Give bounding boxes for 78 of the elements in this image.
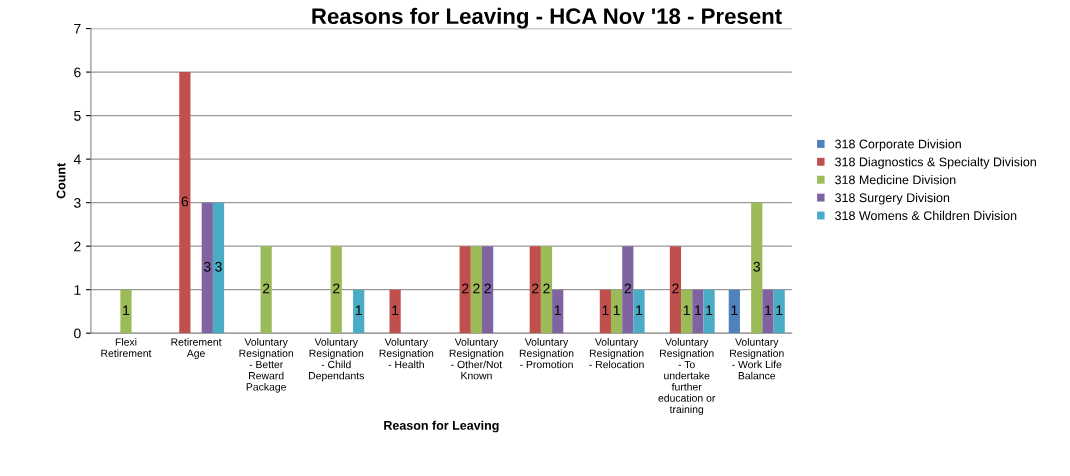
x-tick-label: Voluntary Resignation - Promotion [519, 338, 574, 369]
data-label: 1 [636, 305, 643, 316]
legend-label: 318 Diagnostics & Specialty Division [835, 157, 1036, 169]
bar [459, 246, 471, 334]
data-label: 1 [355, 305, 362, 316]
bar [762, 289, 774, 334]
x-tick-label: Voluntary Resignation - Better Reward Package [239, 338, 293, 393]
data-label: 2 [473, 283, 480, 294]
y-tick-label: 7 [74, 24, 81, 34]
x-tick-label: Voluntary Resignation - Child Dependants [309, 338, 364, 382]
bar [482, 246, 494, 334]
x-tick-label: Voluntary Resignation - Health [379, 338, 434, 369]
data-label: 3 [215, 261, 222, 272]
data-label: 2 [263, 283, 270, 294]
bar [120, 289, 132, 334]
legend-label: 318 Corporate Division [835, 139, 961, 151]
bar [622, 246, 634, 334]
bar [681, 289, 693, 334]
data-label: 2 [484, 283, 491, 294]
data-label: 1 [731, 305, 738, 316]
data-label: 1 [706, 305, 713, 316]
x-tick-label: Voluntary Resignation - Other/Not Known [449, 338, 504, 380]
data-label: 2 [462, 283, 469, 294]
bar [330, 246, 342, 334]
bar [260, 246, 272, 334]
data-label: 2 [624, 283, 631, 294]
y-tick-label: 3 [74, 197, 81, 208]
legend-label: 318 Surgery Division [835, 192, 950, 205]
data-label: 2 [672, 283, 679, 294]
bar [389, 289, 401, 334]
data-label: 2 [543, 283, 550, 294]
bar [353, 289, 365, 334]
data-label: 1 [554, 305, 561, 316]
bar [552, 289, 564, 334]
bar [470, 246, 483, 334]
legend-label: 318 Medicine Division [835, 175, 956, 185]
y-tick-label: 1 [74, 285, 81, 295]
bar [751, 202, 763, 334]
data-label: 1 [392, 305, 399, 316]
bar [201, 202, 213, 334]
bar [610, 289, 623, 334]
x-tick-label: Voluntary Resignation - Work Life Balance [730, 338, 784, 380]
data-label: 1 [123, 305, 130, 316]
bar [599, 289, 611, 334]
bar [703, 289, 715, 334]
bar [692, 289, 704, 334]
y-axis-title: Count [56, 162, 66, 199]
bar [529, 246, 541, 334]
y-tick-label: 0 [74, 328, 81, 339]
data-label: 1 [695, 305, 702, 316]
bar [669, 246, 682, 334]
data-label: 1 [602, 305, 609, 316]
y-tick-label: 6 [74, 67, 81, 78]
bar [212, 202, 225, 334]
bar [633, 289, 645, 334]
bar [540, 246, 553, 334]
chart-title: Reasons for Leaving - HCA Nov '18 - Present [312, 7, 782, 29]
y-tick-label: 2 [74, 241, 81, 252]
bar [773, 289, 785, 334]
x-tick-label: Retirement Age [171, 338, 222, 359]
y-tick-label: 4 [73, 154, 81, 165]
data-label: 1 [613, 305, 620, 316]
legend-label: 318 Womens & Children Division [835, 210, 1017, 221]
data-label: 3 [203, 261, 211, 272]
bar [728, 289, 740, 334]
data-label: 2 [532, 283, 539, 294]
bar [179, 72, 191, 334]
data-label: 1 [765, 305, 772, 316]
x-axis-title: Reason for Leaving [384, 420, 499, 433]
x-tick-label: Voluntary Resignation - Relocation [589, 338, 644, 369]
data-label: 1 [776, 305, 783, 316]
x-tick-label: Flexi Retirement [101, 338, 152, 357]
data-label: 1 [683, 305, 690, 316]
data-label: 6 [181, 196, 189, 207]
data-label: 2 [333, 283, 340, 294]
y-tick-label: 5 [74, 111, 81, 121]
data-label: 3 [753, 261, 761, 272]
x-tick-label: Voluntary Resignation - To undertake further education or training [658, 338, 716, 416]
